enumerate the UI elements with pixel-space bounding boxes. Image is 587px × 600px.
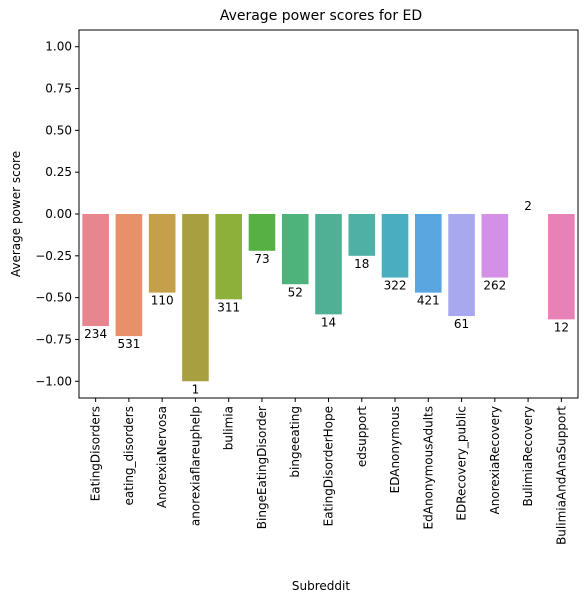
data-label: 262 [483, 279, 506, 293]
bar-EDAnonymous [381, 214, 409, 278]
bar-anorexiaflareuphelp [182, 214, 209, 382]
x-tick-label: EdAnonymousAdults [421, 406, 435, 529]
data-label: 421 [417, 294, 440, 308]
data-label: 2 [524, 199, 532, 213]
bar-AnorexiaNervosa [148, 214, 176, 293]
bar-eating_disorders [115, 214, 143, 337]
plot-frame [78, 29, 579, 399]
x-axis-ticks: EatingDisorders eating_disorders AnorexiaN… [89, 398, 568, 545]
y-tick-label: −0.50 [35, 291, 72, 305]
y-axis-ticks: −1.00 −0.75 −0.50 −0.25 0.00 0.25 0.50 0.75 1.00 [35, 40, 79, 388]
y-tick-label: −0.75 [35, 332, 72, 346]
x-tick-label: eating_disorders [122, 406, 136, 505]
x-tick-label: AnorexiaNervosa [155, 406, 169, 508]
x-tick-label: bingeeating [288, 406, 302, 478]
y-tick-label: 1.00 [45, 40, 72, 54]
x-axis-label: Subreddit [292, 579, 350, 593]
y-axis-label: Average power score [9, 151, 23, 277]
x-tick-label: EatingDisorders [89, 406, 103, 501]
bar-AnorexiaRecovery [481, 214, 509, 278]
data-labels: 234 531 110 1 311 73 52 14 18 322 421 61 262 2 12 [84, 199, 569, 396]
x-tick-label: bulimia [222, 406, 236, 450]
bar-BulimiaAndAnaSupport [548, 214, 575, 320]
data-label: 234 [84, 327, 107, 341]
data-label: 322 [384, 279, 407, 293]
chart-title: Average power scores for ED [220, 8, 422, 24]
x-tick-label: EDAnonymous [388, 406, 402, 493]
data-label: 531 [117, 337, 140, 351]
y-tick-label: 0.50 [45, 123, 72, 137]
x-tick-label: AnorexiaRecovery [488, 406, 502, 514]
data-label: 14 [321, 315, 336, 329]
data-label: 18 [354, 257, 369, 271]
data-label: 61 [454, 317, 469, 331]
x-tick-label: EatingDisorderHope [322, 406, 336, 526]
bar-EatingDisorderHope [315, 214, 342, 315]
x-tick-label: BulimiaAndAnaSupport [554, 406, 568, 545]
y-tick-label: 0.00 [45, 207, 72, 221]
bar-EDRecovery_public [448, 214, 475, 317]
x-tick-label: BingeEatingDisorder [255, 406, 269, 529]
bar-EdAnonymousAdults [414, 214, 442, 293]
bar-BingeEatingDisorder [248, 214, 276, 251]
data-label: 73 [254, 252, 269, 266]
bar-edsupport [348, 214, 376, 256]
x-tick-label: anorexiaflareuphelp [188, 406, 202, 526]
bar-EatingDisorders [82, 214, 109, 327]
data-label: 110 [151, 294, 174, 308]
data-label: 12 [554, 320, 569, 334]
y-tick-label: −0.25 [35, 249, 72, 263]
x-tick-label: EDRecovery_public [455, 406, 469, 521]
bars [82, 214, 575, 382]
data-label: 1 [192, 382, 200, 396]
data-label: 52 [288, 285, 303, 299]
y-tick-label: 0.25 [45, 165, 72, 179]
x-tick-label: edsupport [355, 406, 369, 467]
bar-bingeeating [281, 214, 309, 285]
x-tick-label: BulimiaRecovery [521, 406, 535, 507]
data-label: 311 [217, 300, 240, 314]
y-tick-label: 0.75 [45, 82, 72, 96]
y-tick-label: −1.00 [35, 374, 72, 388]
bar-bulimia [215, 214, 243, 300]
